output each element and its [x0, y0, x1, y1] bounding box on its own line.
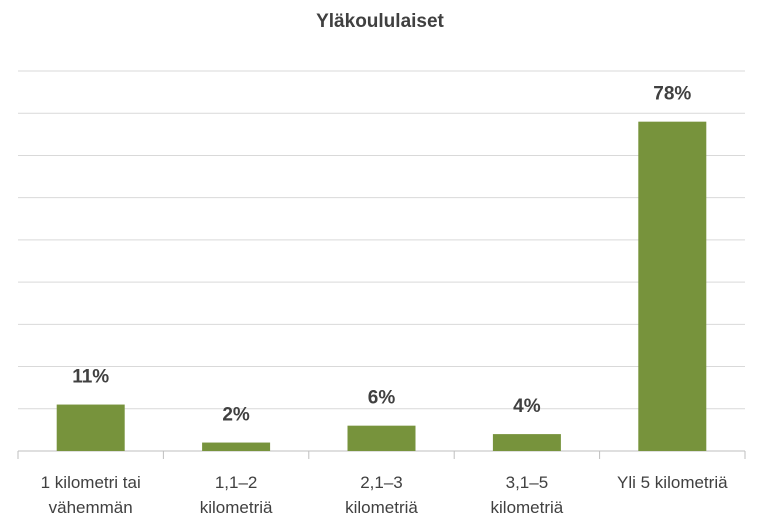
bar [202, 442, 271, 451]
chart-title: Yläkoululaiset [316, 11, 444, 32]
x-tick-label: 3,1–5 kilometriä [490, 473, 564, 517]
x-tick-label: Yli 5 kilometriä [617, 473, 728, 492]
data-label: 78% [653, 84, 691, 105]
x-tick-label: 1 kilometri tai vähemmän [40, 473, 141, 517]
x-tick-label: 2,1–3 kilometriä [345, 473, 418, 517]
data-label: 6% [368, 388, 396, 409]
bar [492, 434, 561, 451]
data-label: 4% [513, 396, 541, 417]
bar [638, 121, 707, 452]
data-label: 11% [72, 367, 109, 388]
bar [347, 425, 416, 451]
data-label: 2% [222, 405, 250, 426]
x-tick-label: 1,1–2 kilometriä [199, 473, 273, 517]
bar [56, 404, 125, 451]
